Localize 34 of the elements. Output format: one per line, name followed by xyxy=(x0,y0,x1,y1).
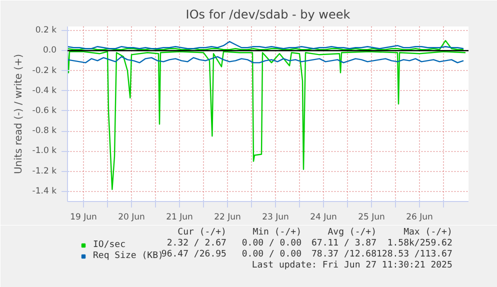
y-tick-label: -0.2 k xyxy=(32,66,57,76)
legend-label: IO/sec xyxy=(93,240,126,250)
text: 96.47 /26.95 xyxy=(161,250,226,260)
y-tick-label: -0.8 k xyxy=(32,126,57,136)
legend-label: Req Size (KB) xyxy=(93,251,164,261)
text: Last update: Fri Jun 27 11:30:21 2025 xyxy=(252,260,452,270)
y-tick-label: -1.2 k xyxy=(32,166,57,176)
x-tick-label: 20 Jun xyxy=(118,212,145,222)
y-tick-label: 0.0 xyxy=(42,46,57,56)
y-tick-label: -0.4 k xyxy=(32,86,57,96)
y-tick-label: 0.2 k xyxy=(35,26,57,36)
x-tick-label: 24 Jun xyxy=(310,212,337,222)
chart-title: IOs for /dev/sdab - by week xyxy=(186,8,350,22)
text: 1.58k/259.62 xyxy=(387,238,452,248)
text: 0.00 / 0.00 xyxy=(242,250,302,260)
x-tick-label: 25 Jun xyxy=(358,212,385,222)
text: 2.32 / 2.67 xyxy=(166,238,226,248)
x-tick-label: 19 Jun xyxy=(70,212,97,222)
text: Cur (-/+) xyxy=(178,228,226,238)
text: 128.53 /113.67 xyxy=(376,250,452,260)
text: 78.37 /12.68 xyxy=(312,250,377,260)
x-tick-label: 22 Jun xyxy=(214,212,241,222)
x-tick-label: 21 Jun xyxy=(166,212,193,222)
text: 67.11 / 3.87 xyxy=(312,238,377,248)
y-tick-label: -1.0 k xyxy=(32,146,57,156)
y-axis-title: Units read (-) / write (+) xyxy=(13,54,24,174)
x-tick-label: 26 Jun xyxy=(406,212,433,222)
text: 0.00 / 0.00 xyxy=(242,238,302,248)
text: Min (-/+) xyxy=(252,228,302,238)
x-tick-label: 23 Jun xyxy=(262,212,289,222)
text: Avg (-/+) xyxy=(328,228,377,238)
text: Max (-/+) xyxy=(404,228,452,238)
y-tick-label: -0.6 k xyxy=(32,106,57,116)
y-tick-label: -1.4 k xyxy=(32,186,57,196)
